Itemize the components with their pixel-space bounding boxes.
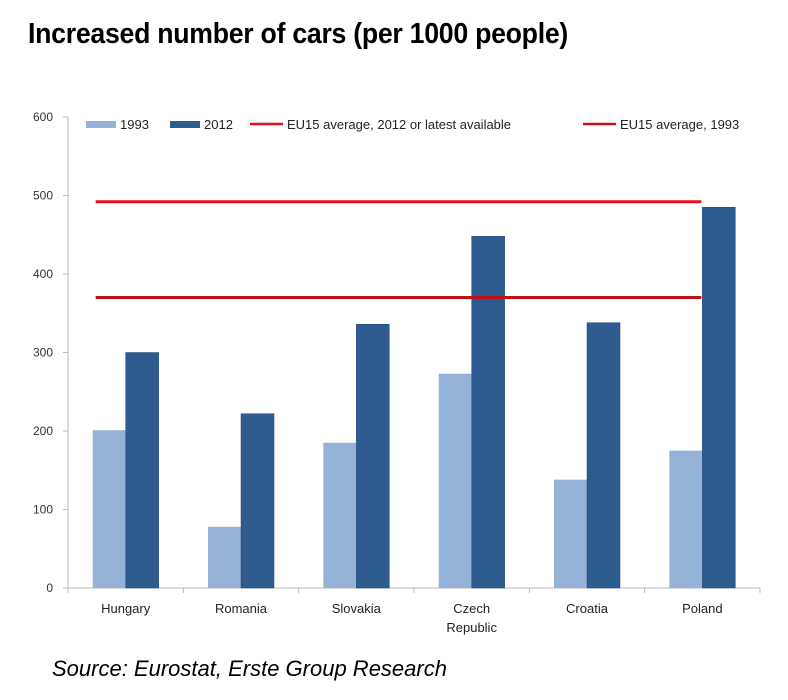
y-tick-label: 0 — [46, 581, 53, 595]
legend: 1993 2012 EU15 average, 2012 or latest ava… — [86, 117, 739, 132]
x-tick-label-line: Slovakia — [332, 601, 382, 616]
bar-1993-hungary — [92, 430, 126, 588]
bar-chart: 1993 2012 EU15 average, 2012 or latest ava… — [33, 110, 761, 635]
y-tick-label: 500 — [33, 189, 53, 203]
legend-item: EU15 average, 1993 — [583, 117, 739, 132]
y-tick-label: 300 — [33, 346, 53, 360]
x-tick-label: Slovakia — [332, 601, 382, 616]
legend-item: 2012 — [170, 117, 233, 132]
legend-swatch — [86, 121, 116, 128]
reference-lines — [95, 200, 702, 300]
x-tick-label: Hungary — [101, 601, 151, 616]
x-tick-label-line: Hungary — [101, 601, 151, 616]
legend-swatch — [170, 121, 200, 128]
legend-label: EU15 average, 2012 or latest available — [287, 117, 511, 132]
bar-1993-romania — [208, 526, 241, 588]
y-tick-label: 400 — [33, 267, 53, 281]
x-tick-label: Croatia — [566, 601, 609, 616]
legend-label: 2012 — [204, 117, 233, 132]
bar-2012-croatia — [586, 322, 621, 589]
y-tick-label: 200 — [33, 424, 53, 438]
x-tick-label-line: Czech — [453, 601, 490, 616]
source-note: Source: Eurostat, Erste Group Research — [52, 656, 447, 681]
x-tick-label-line: Poland — [682, 601, 722, 616]
bar-2012-romania — [240, 413, 275, 589]
y-axis: 0 100 200 300 400 500 600 — [33, 110, 69, 595]
legend-label: 1993 — [120, 117, 149, 132]
bar-1993-czech-republic — [438, 373, 472, 588]
bar-2012-czech-republic — [471, 236, 505, 589]
legend-item: 1993 — [86, 117, 149, 132]
bar-1993-slovakia — [323, 442, 357, 588]
x-tick-label-line: Croatia — [566, 601, 609, 616]
bar-1993-poland — [669, 450, 703, 588]
bar-1993-croatia — [554, 479, 587, 588]
x-tick-label: Poland — [682, 601, 722, 616]
x-tick-label-line: Romania — [215, 601, 268, 616]
legend-item: EU15 average, 2012 or latest available — [250, 117, 511, 132]
bar-2012-slovakia — [356, 323, 390, 589]
bars — [92, 207, 736, 589]
y-tick-label: 100 — [33, 503, 53, 517]
legend-label: EU15 average, 1993 — [620, 117, 739, 132]
x-axis: Hungary Romania Slovakia Czech Republic Croat… — [67, 587, 761, 635]
bar-2012-hungary — [125, 352, 159, 589]
chart-title: Increased number of cars (per 1000 peopl… — [28, 18, 569, 50]
bar-2012-poland — [702, 207, 736, 589]
x-tick-label: Czech Republic — [446, 601, 497, 635]
y-tick-label: 600 — [33, 110, 53, 124]
x-tick-label: Romania — [215, 601, 268, 616]
x-tick-label-line: Republic — [446, 620, 497, 635]
